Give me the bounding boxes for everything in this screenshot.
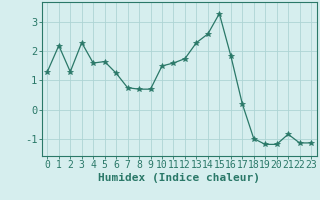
X-axis label: Humidex (Indice chaleur): Humidex (Indice chaleur) <box>98 173 260 183</box>
